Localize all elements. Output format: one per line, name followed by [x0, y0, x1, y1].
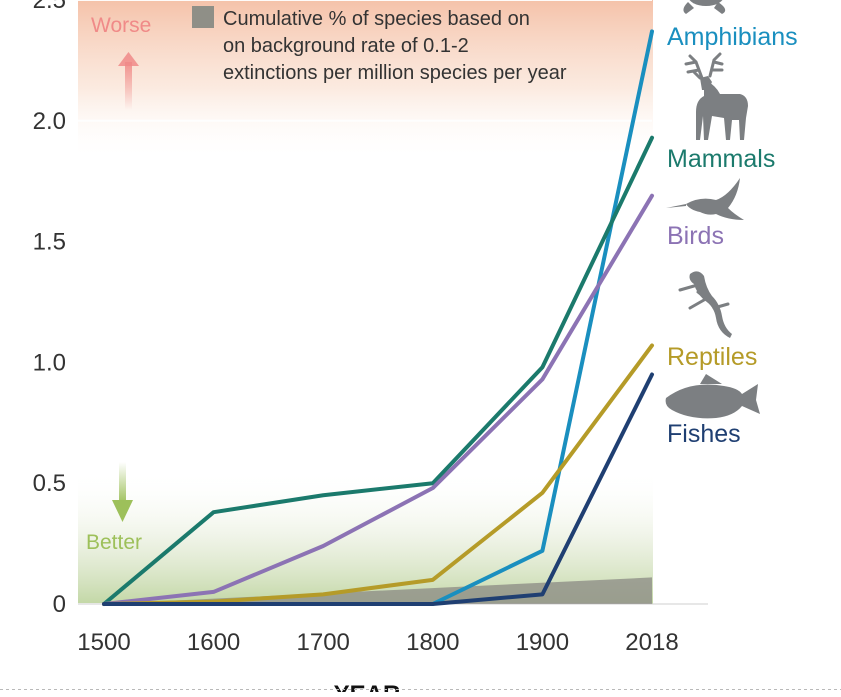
- worse-arrow-head: [118, 52, 139, 66]
- x-tick-label: 1900: [516, 629, 569, 656]
- worse-zone-band: [78, 0, 653, 160]
- worse-arrow-shaft: [125, 62, 132, 110]
- background-rate-note-line-2: on background rate of 0.1-2: [223, 35, 469, 57]
- y-tick-label: 2.0: [33, 108, 66, 135]
- lizard-icon: [678, 271, 732, 338]
- series-labels: Amphibians Mammals Birds Reptiles Fishes: [667, 23, 798, 448]
- background-rate-note-line-1: Cumulative % of species based on: [223, 8, 530, 30]
- x-axis-ticks: 1500 1600 1700 1800 1900 2018: [77, 629, 678, 656]
- y-tick-label: 0: [53, 591, 66, 618]
- better-arrow-shaft: [119, 462, 126, 502]
- background-rate-note-line-3: extinctions per million species per year: [223, 62, 567, 84]
- x-axis-title: YEAR: [334, 681, 401, 692]
- hummingbird-icon: [666, 178, 744, 220]
- better-arrow-head: [112, 500, 133, 522]
- y-tick-label: 1.5: [33, 229, 66, 256]
- y-tick-label: 1.0: [33, 349, 66, 376]
- series-line-fishes: [102, 372, 654, 606]
- series-line-mammals: [102, 135, 654, 606]
- background-rate-legend: Cumulative % of species based on on back…: [192, 6, 567, 84]
- y-tick-label: 0.5: [33, 470, 66, 497]
- y-tick-label: 2.5: [33, 0, 66, 14]
- series-label-mammals: Mammals: [667, 145, 775, 173]
- x-tick-label: 1600: [187, 629, 240, 656]
- better-indicator: Better: [86, 462, 142, 554]
- series-line-reptiles: [102, 343, 654, 606]
- better-label: Better: [86, 531, 142, 554]
- frog-icon: [683, 0, 726, 14]
- deer-icon: [684, 52, 748, 140]
- x-tick-label: 1800: [406, 629, 459, 656]
- y-axis-ticks: 0 0.5 1.0 1.5 2.0 2.5: [33, 0, 66, 618]
- background-rate-note: Cumulative % of species based on on back…: [223, 8, 567, 84]
- worse-label: Worse: [91, 14, 151, 37]
- x-tick-label: 2018: [625, 629, 678, 656]
- series-line-birds: [102, 193, 654, 606]
- x-tick-label: 1700: [297, 629, 350, 656]
- series-label-fishes: Fishes: [667, 420, 741, 448]
- series-lines: [102, 29, 654, 606]
- x-tick-label: 1500: [77, 629, 130, 656]
- background-rate-swatch: [192, 6, 214, 28]
- series-label-birds: Birds: [667, 222, 724, 250]
- fish-icon: [665, 374, 760, 419]
- series-label-amphibians: Amphibians: [667, 23, 798, 51]
- worse-indicator: Worse: [91, 14, 151, 110]
- series-label-reptiles: Reptiles: [667, 343, 757, 371]
